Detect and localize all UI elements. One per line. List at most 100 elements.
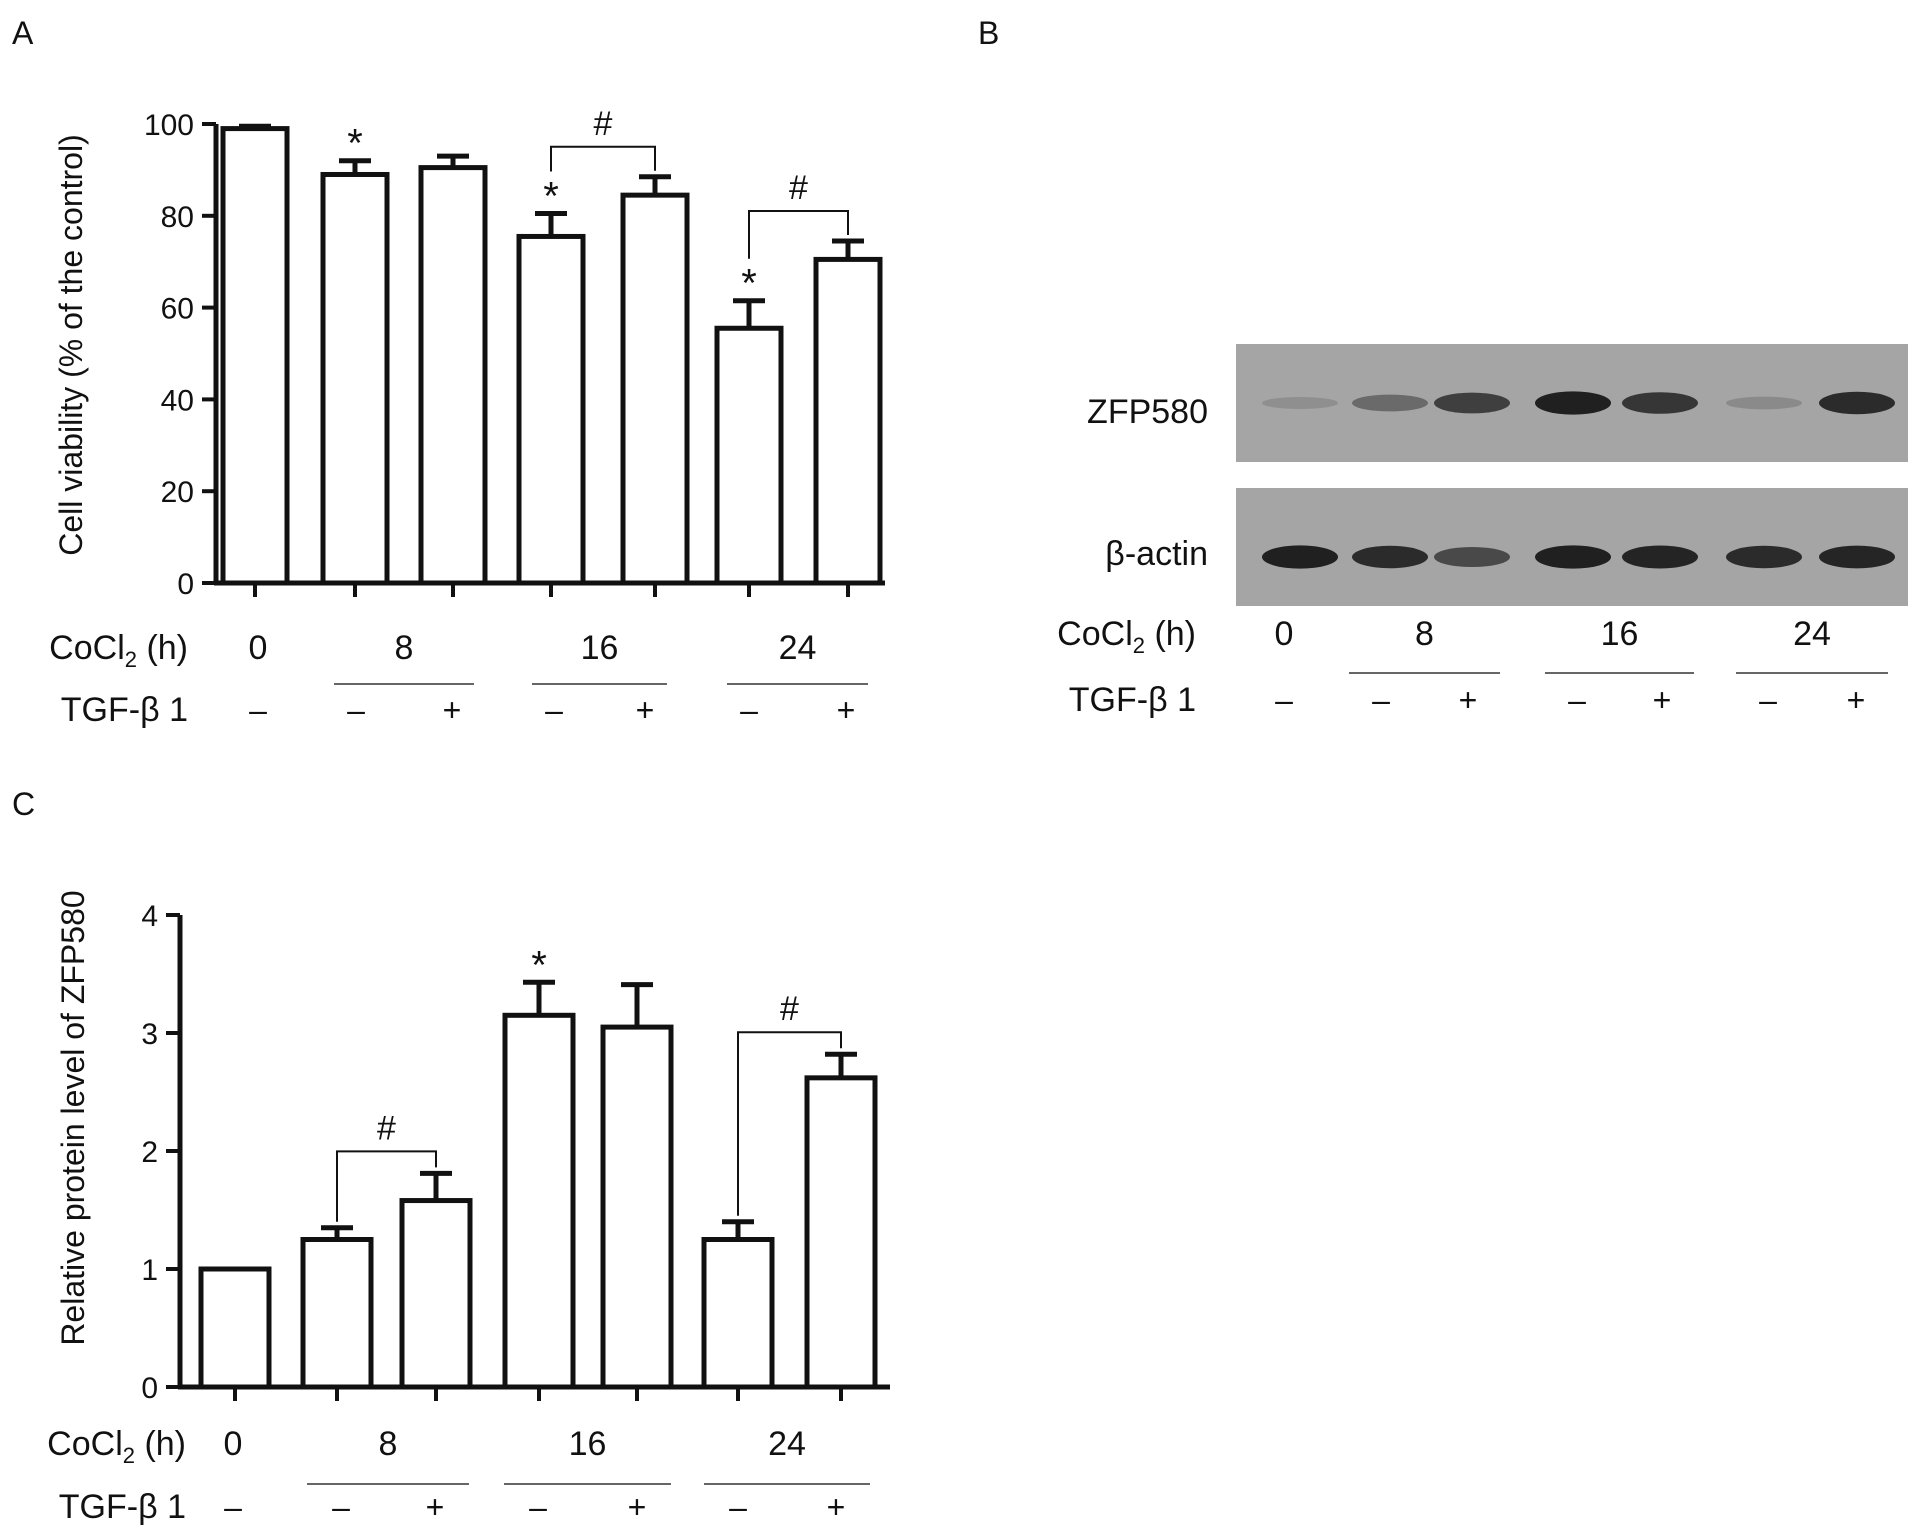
panel-b-bands bbox=[1262, 391, 1895, 569]
blot-band bbox=[1352, 545, 1428, 569]
panel-b-letter: B bbox=[978, 15, 999, 51]
panel-a-tgf-sign: – bbox=[347, 692, 365, 728]
panel-b-tgf-sign: – bbox=[1275, 682, 1293, 718]
panel-a-bar bbox=[714, 325, 784, 586]
panel-a-y-tick-label: 20 bbox=[161, 476, 194, 509]
beta-actin-row-label: β-actin bbox=[1105, 535, 1208, 573]
panel-a-y-axis-label: Cell viability (% of the control) bbox=[53, 134, 89, 555]
panel-a-y-tick-label: 0 bbox=[177, 568, 194, 601]
blot-band bbox=[1726, 545, 1802, 569]
panel-c-bar bbox=[198, 1266, 272, 1390]
blot-band bbox=[1535, 391, 1611, 415]
panel-a-bar bbox=[418, 165, 488, 586]
panel-a-tgf-sign: – bbox=[545, 692, 563, 728]
panel-c-bar bbox=[502, 1012, 576, 1390]
panel-b-tgf-sign: – bbox=[1568, 682, 1586, 718]
panel-c-tgf-label: TGF-β 1 bbox=[59, 1488, 186, 1526]
panel-c-time-label: 16 bbox=[569, 1425, 607, 1463]
panel-a-tgf-label: TGF-β 1 bbox=[61, 691, 188, 729]
blot-band bbox=[1434, 547, 1510, 567]
panel-a: A Cell viability (% of the control) 0 20 4… bbox=[12, 15, 885, 729]
panel-a-bar bbox=[516, 233, 586, 586]
panel-a-tgf-sign: – bbox=[740, 692, 758, 728]
panel-c-time-label: 0 bbox=[224, 1425, 243, 1463]
panel-a-significance-bracket bbox=[748, 210, 849, 259]
panel-c-bar bbox=[701, 1237, 775, 1390]
panel-b-time-label: 0 bbox=[1275, 615, 1294, 653]
blot-band bbox=[1262, 397, 1338, 409]
panel-c-tgf-sign: + bbox=[628, 1489, 647, 1525]
panel-a-cocl2-label: CoCl2 (h) bbox=[49, 629, 188, 672]
panel-b: B ZFP580 β-actin CoCl2 (h)TGF-β 10 8 16 24–… bbox=[978, 15, 1908, 719]
panel-c-y-tick-label: 2 bbox=[141, 1136, 158, 1169]
panel-a-y-tick-label: 60 bbox=[161, 293, 194, 326]
zfp580-row-label: ZFP580 bbox=[1087, 393, 1208, 431]
panel-c-condition-table: CoCl2 (h)TGF-β 10 8 16 24– – + – + – + bbox=[47, 1425, 870, 1526]
panel-b-time-label: 16 bbox=[1601, 615, 1639, 653]
blot-band bbox=[1726, 396, 1802, 410]
panel-a-tgf-sign: + bbox=[443, 692, 462, 728]
panel-a-time-label: 0 bbox=[249, 629, 268, 667]
panel-c-significance-bracket bbox=[336, 1150, 437, 1222]
panel-a-condition-table: CoCl2 (h)TGF-β 10 8 16 24– – + – + – + bbox=[49, 629, 868, 729]
panel-c-tgf-sign: + bbox=[426, 1489, 445, 1525]
panel-b-condition-table: CoCl2 (h)TGF-β 10 8 16 24– – + – + – + bbox=[1057, 615, 1888, 719]
panel-c-y-tick-label: 4 bbox=[141, 900, 158, 933]
blot-band bbox=[1622, 545, 1698, 569]
panel-b-tgf-sign: + bbox=[1459, 682, 1478, 718]
panel-a-chart: 0 20 40 60 80 100 * * * # # bbox=[144, 105, 885, 601]
panel-c-tgf-sign: – bbox=[729, 1489, 747, 1525]
panel-b-tgf-sign: + bbox=[1653, 682, 1672, 718]
blot-band bbox=[1352, 394, 1428, 412]
panel-a-time-label: 24 bbox=[779, 629, 817, 667]
panel-b-tgf-sign: – bbox=[1759, 682, 1777, 718]
panel-b-tgf-label: TGF-β 1 bbox=[1069, 681, 1196, 719]
panel-a-y-tick-label: 100 bbox=[144, 109, 194, 142]
panel-c-bar bbox=[804, 1075, 878, 1390]
blot-band bbox=[1434, 392, 1510, 414]
panel-a-bar bbox=[320, 171, 390, 586]
panel-c-y-tick-label: 0 bbox=[141, 1372, 158, 1405]
panel-c-tgf-sign: – bbox=[224, 1489, 242, 1525]
panel-c-significance-mark: * bbox=[531, 943, 547, 987]
panel-c-bar bbox=[600, 1024, 674, 1390]
panel-c-tgf-sign: – bbox=[529, 1489, 547, 1525]
panel-c-cocl2-label: CoCl2 (h) bbox=[47, 1425, 186, 1468]
panel-c-bracket-label: # bbox=[780, 990, 799, 1028]
panel-c-bar bbox=[300, 1237, 374, 1390]
panel-c-bar bbox=[399, 1198, 473, 1390]
panel-b-tgf-sign: – bbox=[1372, 682, 1390, 718]
panel-c-tgf-sign: + bbox=[827, 1489, 846, 1525]
panel-a-significance-mark: * bbox=[347, 122, 363, 166]
blot-band bbox=[1535, 545, 1611, 569]
panel-c-tgf-sign: – bbox=[332, 1489, 350, 1525]
blot-band bbox=[1622, 392, 1698, 414]
panel-c-time-label: 8 bbox=[379, 1425, 398, 1463]
panel-a-bar bbox=[813, 256, 883, 586]
panel-c-letter: C bbox=[12, 786, 35, 822]
blot-band bbox=[1262, 545, 1338, 569]
panel-a-tgf-sign: – bbox=[249, 692, 267, 728]
panel-c-y-tick-label: 1 bbox=[141, 1254, 158, 1287]
panel-a-bar bbox=[220, 126, 290, 586]
blot-band bbox=[1819, 391, 1895, 415]
panel-a-time-label: 16 bbox=[581, 629, 619, 667]
panel-b-cocl2-label: CoCl2 (h) bbox=[1057, 615, 1196, 658]
panel-a-y-tick-label: 40 bbox=[161, 384, 194, 417]
blot-band bbox=[1819, 545, 1895, 569]
panel-c-y-tick-label: 3 bbox=[141, 1018, 158, 1051]
panel-c-significance-bracket bbox=[737, 1031, 842, 1216]
panel-c-chart: 0 1 2 3 4 * # # bbox=[141, 900, 890, 1405]
panel-c-bracket-label: # bbox=[377, 1109, 396, 1147]
panel-a-bar bbox=[620, 192, 690, 586]
panel-a-y-tick-label: 80 bbox=[161, 201, 194, 234]
panel-b-tgf-sign: + bbox=[1847, 682, 1866, 718]
panel-a-time-label: 8 bbox=[395, 629, 414, 667]
panel-a-significance-mark: * bbox=[543, 175, 559, 219]
panel-a-bracket-label: # bbox=[789, 169, 808, 207]
panel-a-tgf-sign: + bbox=[837, 692, 856, 728]
panel-a-letter: A bbox=[12, 15, 34, 51]
panel-c-y-axis-label: Relative protein level of ZFP580 bbox=[55, 890, 91, 1345]
panel-a-significance-mark: * bbox=[741, 262, 757, 306]
